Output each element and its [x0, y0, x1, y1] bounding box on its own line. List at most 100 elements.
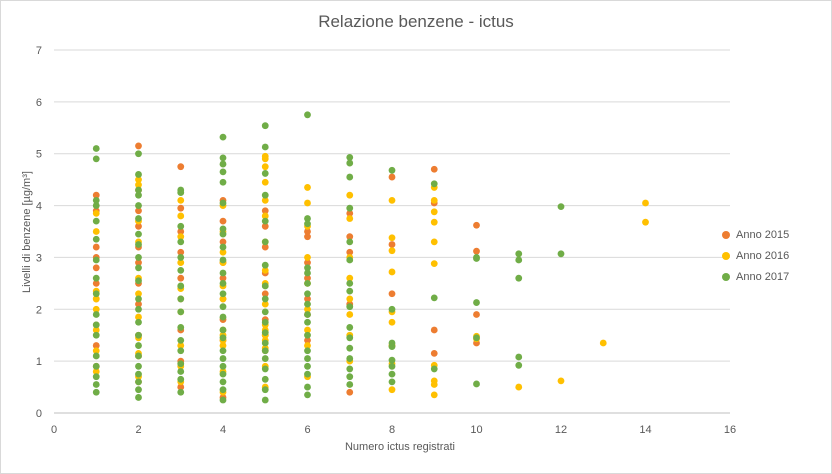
data-point: [346, 274, 354, 282]
data-point: [177, 212, 185, 220]
data-point: [261, 365, 269, 373]
data-point: [304, 305, 311, 313]
y-axis-ticks: 0 1 2 3 4 5 6 7: [36, 45, 42, 420]
data-point: [346, 381, 354, 388]
data-point: [388, 196, 396, 204]
data-point: [177, 189, 185, 197]
x-axis-ticks: 0 2 4 6 8 10 12 14 16: [51, 424, 736, 436]
data-point: [346, 204, 354, 212]
data-point: [92, 388, 100, 396]
y-tick-label: 4: [36, 201, 42, 213]
data-point: [304, 391, 311, 399]
data-point: [135, 207, 142, 215]
data-point: [135, 290, 142, 298]
data-point: [261, 295, 269, 303]
data-point: [177, 233, 185, 241]
data-point: [346, 303, 354, 311]
data-point: [219, 160, 227, 168]
data-point: [304, 279, 311, 287]
legend-label-2015: Anno 2015: [736, 228, 790, 241]
data-point: [304, 342, 311, 349]
data-point: [388, 268, 396, 276]
data-point: [346, 238, 354, 246]
data-point: [346, 173, 354, 181]
data-point: [304, 254, 311, 261]
data-point: [92, 347, 100, 355]
data-point: [177, 254, 185, 261]
x-tick-label: 16: [724, 424, 736, 436]
data-point: [346, 334, 354, 342]
data-point: [261, 300, 269, 308]
data-point: [219, 313, 227, 321]
data-point: [642, 199, 649, 207]
data-point: [135, 186, 142, 194]
data-point: [219, 290, 227, 298]
data-point: [346, 355, 354, 362]
data-point: [557, 203, 565, 211]
data-point: [346, 256, 354, 264]
x-axis-label: Numero ictus registrati: [344, 441, 456, 453]
x-tick-label: 0: [51, 424, 57, 436]
y-tick-label: 7: [36, 45, 42, 57]
data-point: [219, 279, 227, 287]
data-point: [430, 349, 438, 357]
data-point: [304, 370, 311, 378]
data-point: [388, 290, 396, 298]
data-point: [92, 155, 100, 163]
data-point: [135, 394, 142, 401]
data-point: [261, 178, 269, 186]
data-point: [304, 264, 311, 272]
data-point: [346, 295, 354, 303]
data-point: [304, 295, 311, 303]
data-point: [642, 218, 649, 226]
data-point: [430, 381, 438, 388]
data-point: [557, 377, 565, 385]
data-point: [473, 299, 480, 306]
data-point: [430, 208, 438, 216]
series-anno-2017: [92, 111, 565, 404]
data-point: [177, 196, 185, 204]
data-point: [219, 269, 227, 277]
data-point: [219, 243, 227, 251]
data-point: [135, 295, 142, 303]
data-point: [135, 176, 142, 184]
data-point: [388, 234, 396, 242]
data-point: [177, 266, 185, 274]
data-point: [515, 361, 523, 369]
data-point: [304, 220, 311, 228]
data-point: [219, 217, 227, 225]
data-point: [346, 209, 354, 217]
data-point: [515, 274, 523, 282]
data-point: [177, 337, 185, 344]
data-point: [177, 282, 185, 290]
data-point: [135, 386, 142, 394]
data-point: [177, 375, 185, 383]
data-point: [346, 388, 354, 396]
data-point: [346, 311, 354, 318]
y-tick-label: 0: [36, 408, 42, 420]
data-point: [135, 241, 142, 248]
data-point: [92, 368, 100, 375]
data-point: [388, 362, 396, 370]
chart-title: Relazione benzene - ictus: [318, 12, 514, 31]
y-axis-label: Livelli di benzene [µg/m³]: [21, 171, 33, 293]
data-point: [92, 321, 100, 329]
data-point: [219, 326, 227, 334]
data-point: [346, 248, 354, 256]
y-tick-label: 6: [36, 97, 42, 109]
data-point: [304, 383, 311, 391]
x-tick-label: 4: [220, 424, 226, 436]
data-point: [219, 303, 227, 311]
data-point: [92, 243, 100, 251]
data-point: [219, 378, 227, 386]
data-point: [261, 282, 269, 290]
data-point: [135, 362, 142, 370]
data-point: [92, 295, 100, 303]
data-point: [135, 300, 142, 308]
data-point: [304, 215, 311, 222]
data-point: [135, 318, 142, 326]
data-point: [430, 260, 438, 268]
data-point: [473, 255, 480, 262]
data-point: [304, 228, 311, 235]
data-point: [177, 388, 185, 396]
